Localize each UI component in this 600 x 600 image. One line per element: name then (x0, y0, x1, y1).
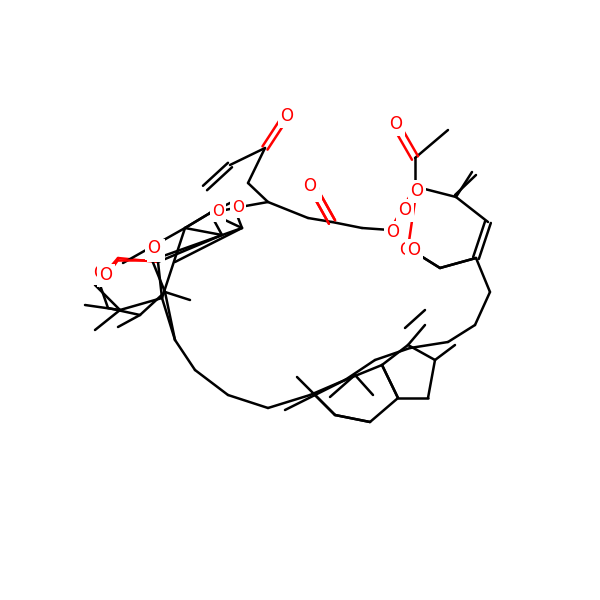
Text: O: O (281, 107, 293, 125)
Text: O: O (94, 264, 107, 282)
Text: O: O (148, 239, 161, 257)
Text: O: O (212, 205, 224, 220)
Text: O: O (149, 241, 163, 259)
Text: O: O (398, 201, 412, 219)
Text: O: O (386, 223, 400, 241)
Text: O: O (100, 266, 113, 284)
Text: O: O (307, 181, 320, 199)
Text: O: O (407, 241, 421, 259)
Text: O: O (400, 241, 413, 259)
Text: O: O (389, 115, 403, 133)
Text: O: O (232, 200, 244, 215)
Text: O: O (304, 177, 317, 195)
Text: O: O (410, 182, 424, 200)
